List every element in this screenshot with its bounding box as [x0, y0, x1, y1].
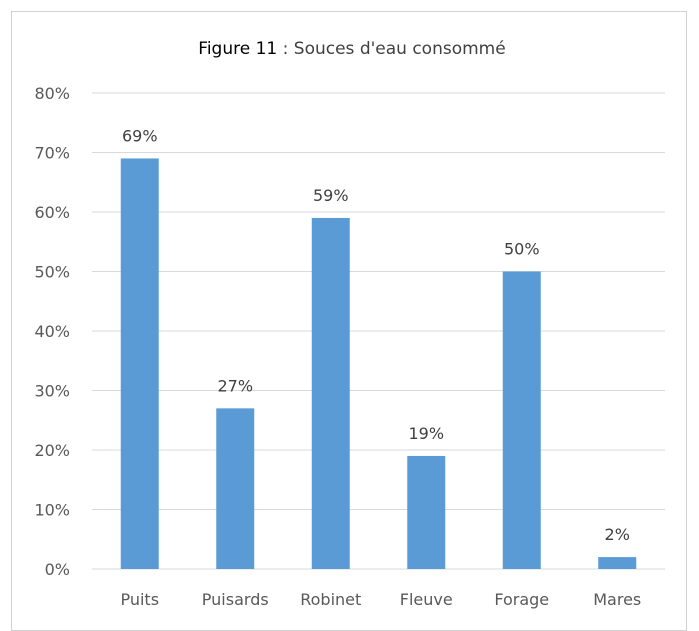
y-tick-label: 70% [34, 144, 70, 163]
bar-puits [121, 158, 159, 569]
x-tick-label-robinet: Robinet [300, 590, 361, 609]
bar-forage [503, 272, 541, 570]
y-tick-label: 40% [34, 322, 70, 341]
data-label-forage: 50% [504, 240, 540, 259]
x-tick-label-puisards: Puisards [202, 590, 269, 609]
chart-title: Figure 11 : Souces d'eau consommé [198, 39, 505, 59]
y-axis-ticks: 0% 10% 20% 30% 40% 50% 60% 70% 80% [34, 84, 70, 579]
y-tick-label: 50% [34, 263, 70, 282]
data-label-fleuve: 19% [408, 424, 444, 443]
data-labels: 69% 27% 59% 19% 50% 2% [122, 126, 630, 544]
bar-puisards [216, 408, 254, 569]
bars [121, 158, 637, 569]
x-tick-label-mares: Mares [593, 590, 641, 609]
bar-robinet [312, 218, 350, 569]
y-tick-label: 60% [34, 203, 70, 222]
y-tick-label: 30% [34, 382, 70, 401]
data-label-robinet: 59% [313, 186, 349, 205]
grid-layer [92, 93, 665, 569]
data-label-puisards: 27% [217, 376, 253, 395]
data-label-puits: 69% [122, 126, 158, 145]
y-tick-label: 80% [34, 84, 70, 103]
chart-title-text: : Souces d'eau consommé [277, 39, 505, 59]
x-tick-label-forage: Forage [494, 590, 549, 609]
x-axis-ticks: Puits Puisards Robinet Fleuve Forage Mares [120, 590, 641, 609]
y-tick-label: 20% [34, 441, 70, 460]
x-tick-label-fleuve: Fleuve [400, 590, 453, 609]
x-tick-label-puits: Puits [120, 590, 159, 609]
y-tick-label: 10% [34, 501, 70, 520]
chart-title-prefix: Figure 11 [198, 39, 277, 59]
bar-mares [598, 557, 636, 569]
data-label-mares: 2% [605, 525, 630, 544]
bar-fleuve [407, 456, 445, 569]
y-tick-label: 0% [45, 560, 70, 579]
